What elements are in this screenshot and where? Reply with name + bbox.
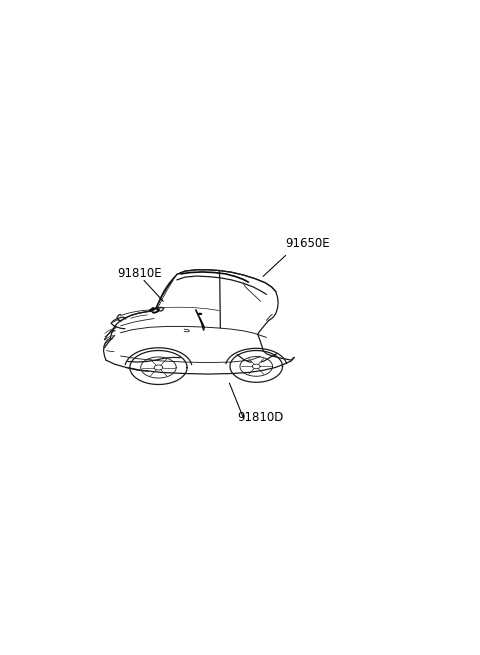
Text: 91810D: 91810D [238,411,284,424]
Text: 91810E: 91810E [118,267,162,280]
Text: 91650E: 91650E [286,237,330,250]
